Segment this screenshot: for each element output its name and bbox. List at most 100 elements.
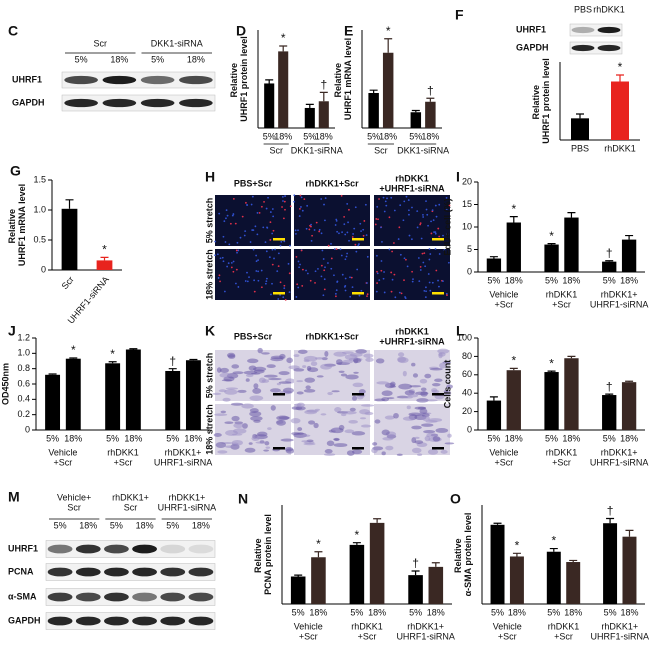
cell	[303, 388, 316, 393]
nucleus	[279, 281, 282, 284]
nucleus	[299, 208, 301, 210]
nucleus	[265, 250, 268, 253]
nucleus	[262, 226, 265, 229]
cell	[327, 391, 333, 396]
cell	[442, 361, 451, 364]
cell	[245, 373, 254, 378]
nucleus	[393, 209, 396, 212]
nucleus	[348, 239, 350, 242]
header-label: +Scr	[114, 457, 133, 467]
nucleus	[260, 286, 263, 289]
y-tick-label: 1.0	[33, 204, 46, 214]
x-tick-label: 5%	[604, 607, 617, 617]
nucleus	[431, 281, 434, 284]
y-axis-label: Relative α-SMA protein level	[453, 513, 473, 597]
nucleus	[280, 240, 283, 243]
cell	[248, 442, 253, 445]
header-label: Scr	[374, 145, 388, 155]
nucleus	[221, 256, 224, 259]
nucleus	[425, 290, 427, 293]
annotation: †	[606, 246, 613, 260]
nucleus	[385, 204, 388, 207]
cell	[443, 390, 449, 393]
nucleus	[347, 221, 349, 224]
y-tick-label: 0.4	[17, 394, 30, 404]
bar	[125, 349, 141, 430]
cell	[324, 350, 329, 357]
nucleus	[236, 241, 239, 244]
cell	[398, 383, 413, 390]
band	[102, 75, 137, 85]
nucleus	[358, 243, 360, 245]
y-axis-label: OD450nm	[0, 363, 10, 405]
error-bar	[569, 559, 578, 563]
micrograph	[215, 249, 291, 300]
nucleus	[225, 217, 227, 220]
nucleus	[260, 205, 263, 208]
header-label: +Scr	[54, 457, 73, 467]
nucleus	[258, 211, 261, 214]
nucleus	[317, 267, 319, 270]
x-tick-label: 18%	[421, 131, 439, 141]
y-axis-label: Relative PCNA protein level	[253, 514, 273, 595]
cell	[333, 443, 348, 448]
annotation: *	[316, 537, 321, 551]
nucleus	[424, 265, 427, 268]
lane-label: 5%	[54, 520, 67, 530]
cell	[385, 445, 394, 451]
nucleus	[305, 227, 308, 230]
x-tick-label: 18%	[620, 275, 638, 285]
header-label: UHRF1-siRNA	[590, 299, 649, 309]
nucleus	[224, 241, 227, 243]
nucleus	[225, 209, 228, 212]
nucleus	[416, 210, 419, 213]
cell	[257, 347, 263, 354]
nucleus	[404, 296, 406, 298]
cell	[384, 382, 396, 389]
y-tick-label: 80	[462, 351, 472, 361]
nucleus	[313, 229, 316, 231]
bar	[564, 358, 579, 430]
nucleus	[398, 291, 401, 294]
header-label: UHRF1-siRNA	[591, 631, 650, 641]
cell	[425, 399, 438, 402]
bar	[602, 261, 617, 272]
cell	[384, 415, 395, 420]
bar	[264, 83, 275, 128]
y-tick-label: 40	[462, 388, 472, 398]
nucleus	[282, 296, 285, 299]
header-label: PBS+Scr	[234, 331, 273, 341]
nucleus	[354, 206, 357, 209]
nucleus	[264, 241, 267, 244]
x-tick-label: 18%	[562, 433, 580, 443]
nucleus	[403, 200, 406, 203]
error-bar	[489, 256, 498, 259]
cell	[351, 395, 358, 401]
cell	[304, 377, 316, 383]
cell	[338, 370, 345, 374]
nucleus	[366, 255, 369, 258]
cell	[219, 372, 233, 378]
nucleus	[299, 263, 301, 266]
nucleus	[438, 285, 440, 288]
x-tick-label: 18%	[562, 275, 580, 285]
nucleus	[408, 213, 410, 216]
nucleus	[417, 257, 420, 259]
nucleus	[377, 218, 379, 221]
nucleus	[234, 222, 237, 225]
annotation: *	[511, 354, 516, 368]
bar	[571, 118, 589, 140]
error-bar	[294, 574, 303, 577]
cell	[417, 453, 423, 456]
nucleus	[366, 295, 368, 298]
nucleus	[336, 280, 339, 283]
cell	[397, 357, 409, 364]
nucleus	[388, 216, 391, 219]
nucleus	[218, 212, 221, 215]
cell	[297, 427, 303, 432]
nucleus	[366, 293, 369, 296]
error-bar	[547, 243, 556, 245]
band	[75, 567, 101, 577]
nucleus	[344, 258, 347, 261]
cell	[231, 439, 243, 446]
